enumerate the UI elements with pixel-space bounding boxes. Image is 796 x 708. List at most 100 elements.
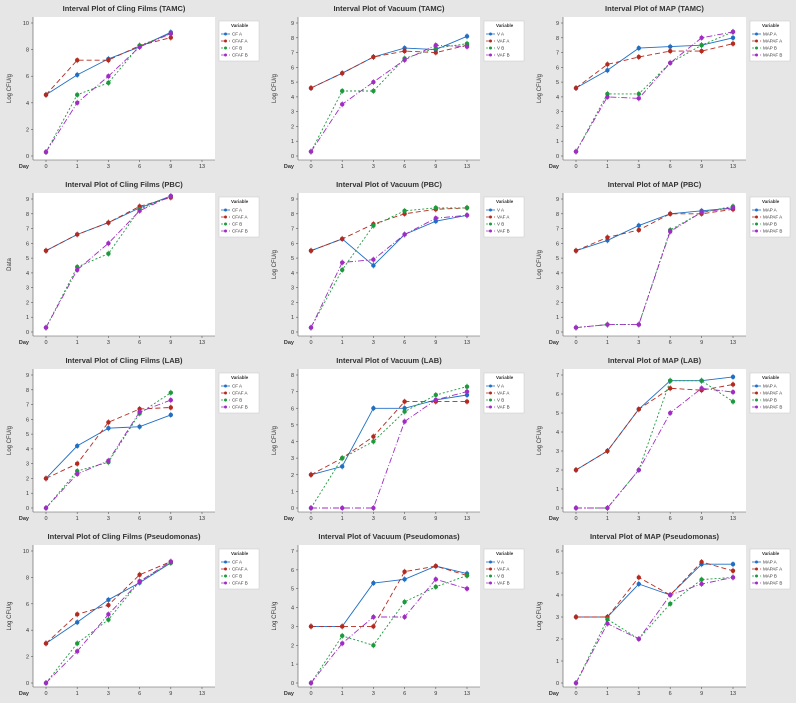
data-point-vaf-a xyxy=(402,399,407,404)
x-tick-label: 6 xyxy=(403,691,406,697)
series-line-mapaf-b xyxy=(575,207,734,329)
y-tick-label: 1 xyxy=(556,139,559,145)
data-point-cfaf-b xyxy=(75,649,80,654)
legend-label: CFAF B xyxy=(232,53,248,58)
y-tick-label: 5 xyxy=(556,571,559,577)
x-axis-label: Day xyxy=(284,691,295,697)
data-point-mapaf-b xyxy=(730,29,736,35)
data-point-cf-b xyxy=(75,92,80,98)
x-tick-label: 1 xyxy=(606,516,609,522)
legend-label: VAF A xyxy=(497,39,509,44)
legend-title: Variable xyxy=(762,23,780,28)
legend-marker xyxy=(489,567,492,571)
data-point-cfaf-b xyxy=(168,193,173,199)
x-tick-label: 9 xyxy=(700,516,703,522)
data-point-mapaf-a xyxy=(730,41,736,46)
data-point-cfaf-b xyxy=(75,100,80,106)
x-tick-label: 1 xyxy=(341,164,344,170)
data-point-vaf-a xyxy=(402,48,407,54)
y-tick-label: 1 xyxy=(291,139,294,145)
x-tick-label: 3 xyxy=(637,691,640,697)
data-point-cf-b xyxy=(106,251,111,256)
y-tick-label: 2 xyxy=(291,124,294,130)
y-axis-label: Log CFU/g xyxy=(272,250,278,279)
series-line-mapaf-a xyxy=(575,208,734,252)
legend-label: V B xyxy=(497,574,504,579)
series-line-cfaf-a xyxy=(45,37,171,96)
legend-marker xyxy=(224,581,227,585)
legend-marker xyxy=(224,391,227,395)
y-tick-label: 3 xyxy=(556,615,559,621)
data-point-v-b xyxy=(433,584,438,590)
data-point-vaf-b xyxy=(402,57,407,63)
x-tick-label: 3 xyxy=(372,691,375,697)
plot-area xyxy=(298,369,480,512)
legend-label: CF B xyxy=(232,222,242,227)
data-point-cf-a xyxy=(137,424,142,429)
data-point-vaf-b xyxy=(464,213,470,218)
y-tick-label: 8 xyxy=(291,36,294,42)
x-tick-label: 1 xyxy=(76,516,79,522)
data-point-vaf-a xyxy=(308,624,314,629)
y-tick-label: 2 xyxy=(291,300,294,306)
x-tick-label: 3 xyxy=(107,691,110,697)
y-tick-label: 5 xyxy=(291,256,294,262)
chart-8: Interval Plot of Vacuum (LAB) 0 1 2 3 4 5 6 7 8 Lo… xyxy=(265,352,530,528)
y-tick-label: 6 xyxy=(26,241,29,247)
y-tick-label: 2 xyxy=(26,655,29,661)
data-point-v-a xyxy=(402,577,407,582)
x-tick-label: 1 xyxy=(76,340,79,346)
legend-marker xyxy=(489,391,492,395)
series-line-vaf-a xyxy=(311,565,468,627)
series-line-map-b xyxy=(576,380,734,509)
chart-panel-1: Interval Plot of Cling Films (TAMC) 0 2 4 6 8… xyxy=(0,0,265,176)
x-tick-label: 1 xyxy=(606,691,609,697)
x-axis-label: Day xyxy=(549,516,560,522)
data-point-mapaf-a xyxy=(605,235,610,240)
data-point-mapaf-a xyxy=(573,248,579,253)
data-point-mapaf-b xyxy=(730,205,736,211)
data-point-cfaf-b xyxy=(75,471,80,477)
data-point-cfaf-a xyxy=(75,232,80,237)
x-tick-label: 0 xyxy=(44,340,47,346)
x-tick-label: 3 xyxy=(107,164,110,170)
series-line-cf-b xyxy=(45,195,171,328)
x-tick-label: 9 xyxy=(434,340,437,346)
legend-marker xyxy=(755,53,758,57)
data-point-cfaf-b xyxy=(137,44,142,50)
x-axis-label: Day xyxy=(549,691,560,697)
y-tick-label: 2 xyxy=(26,127,29,133)
data-point-mapaf-b xyxy=(636,467,641,473)
series-line-map-a xyxy=(575,376,734,471)
legend-marker xyxy=(489,574,492,578)
data-point-mapaf-a xyxy=(730,382,736,387)
x-axis-label: Day xyxy=(284,516,295,522)
x-tick-label: 13 xyxy=(730,516,736,522)
y-tick-label: 0 xyxy=(556,681,559,687)
data-point-mapaf-a xyxy=(668,211,673,216)
legend-label: CF A xyxy=(232,560,242,565)
data-point-cfaf-b xyxy=(106,612,111,617)
y-tick-label: 1 xyxy=(26,491,29,497)
data-point-cfaf-a xyxy=(43,476,49,481)
x-tick-label: 13 xyxy=(199,164,205,170)
data-point-v-b xyxy=(402,208,407,214)
y-tick-label: 2 xyxy=(556,468,559,474)
chart-5: Interval Plot of Vacuum (PBC) 0 1 2 3 4 5 6 7 8 9 L… xyxy=(265,176,530,352)
data-point-v-a xyxy=(371,406,376,411)
x-tick-label: 9 xyxy=(169,164,172,170)
data-point-mapaf-b xyxy=(573,680,579,686)
legend-marker xyxy=(224,405,227,409)
data-point-cf-b xyxy=(168,390,173,395)
chart-title: Interval Plot of Vacuum (LAB) xyxy=(336,356,442,365)
legend-title: Variable xyxy=(496,375,514,380)
legend-label: V B xyxy=(497,398,504,403)
data-point-v-b xyxy=(371,439,376,444)
x-tick-label: 0 xyxy=(309,516,312,522)
chart-title: Interval Plot of Cling Films (PBC) xyxy=(65,180,183,189)
data-point-mapaf-b xyxy=(636,636,641,642)
y-tick-label: 0 xyxy=(556,330,559,336)
data-point-v-b xyxy=(371,88,376,94)
series-line-map-b xyxy=(575,576,734,684)
legend-title: Variable xyxy=(496,551,514,556)
